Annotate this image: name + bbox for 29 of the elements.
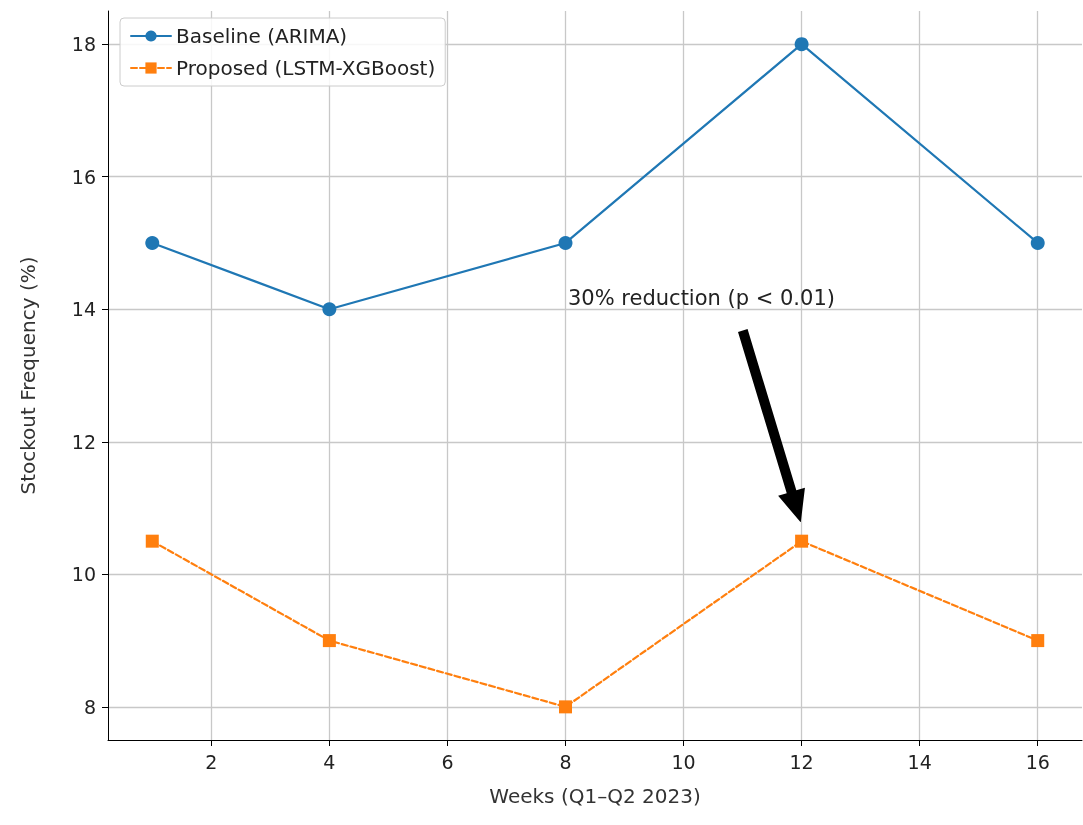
point <box>145 534 159 548</box>
x-tick-label: 4 <box>323 750 336 773</box>
point <box>1031 634 1045 648</box>
point <box>145 235 160 250</box>
point <box>322 634 336 648</box>
x-tick-label: 8 <box>559 750 572 773</box>
y-axis-title: Stockout Frequency (%) <box>16 256 40 495</box>
point <box>1030 235 1045 250</box>
point <box>794 37 809 52</box>
y-tick-label: 14 <box>71 298 96 321</box>
point <box>558 700 572 714</box>
y-tick-label: 8 <box>83 695 96 718</box>
x-tick-label: 14 <box>907 750 932 773</box>
y-tick-label: 16 <box>71 165 96 188</box>
y-tick-label: 10 <box>71 563 96 586</box>
x-tick-label: 12 <box>789 750 814 773</box>
x-tick-label: 10 <box>671 750 696 773</box>
y-tick-label: 18 <box>71 33 96 56</box>
point <box>322 302 337 317</box>
y-tick-label: 12 <box>71 430 96 453</box>
legend-label: Proposed (LSTM-XGBoost) <box>176 56 436 80</box>
point <box>795 534 809 548</box>
x-axis-title: Weeks (Q1–Q2 2023) <box>489 784 701 808</box>
x-tick-label: 2 <box>205 750 218 773</box>
x-tick-label: 16 <box>1025 750 1050 773</box>
annotation: 30% reduction (p < 0.01) <box>568 285 835 310</box>
legend-label: Baseline (ARIMA) <box>176 24 348 48</box>
point <box>558 235 573 250</box>
x-tick-label: 6 <box>441 750 454 773</box>
